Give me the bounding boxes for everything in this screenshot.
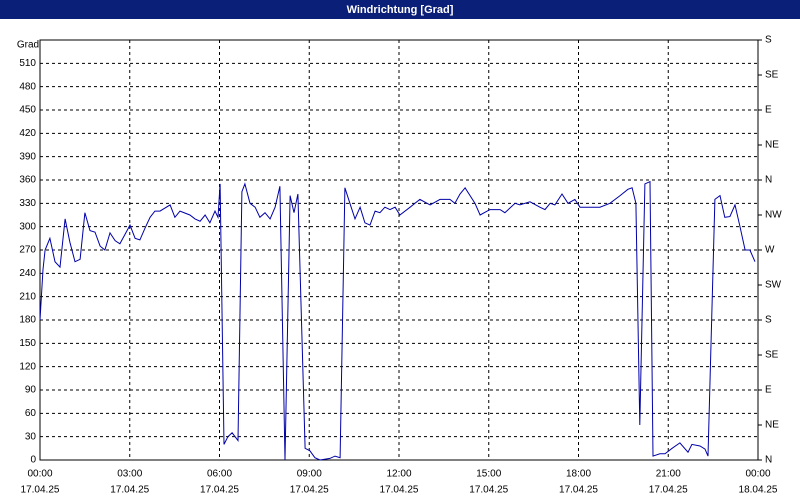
- y-axis-label: Grad: [17, 40, 39, 51]
- y-tick-label: 0: [30, 455, 36, 466]
- y2-tick-label: SE: [765, 70, 779, 81]
- y-tick-label: 510: [19, 58, 36, 69]
- y-tick-label: 360: [19, 175, 36, 186]
- x-tick-label: 06:00: [207, 469, 232, 480]
- y2-tick-label: E: [765, 105, 772, 116]
- x-tick-label: 00:00: [27, 469, 52, 480]
- y-tick-label: 480: [19, 81, 36, 92]
- x-tick-date: 17.04.25: [649, 485, 688, 496]
- y2-tick-label: S: [765, 315, 772, 326]
- y2-tick-label: W: [765, 245, 775, 256]
- x-tick-label: 09:00: [297, 469, 322, 480]
- y2-tick-label: SW: [765, 280, 782, 291]
- y-tick-label: 150: [19, 338, 36, 349]
- y-tick-label: 390: [19, 151, 36, 162]
- y-tick-label: 30: [25, 431, 37, 442]
- y-tick-label: 180: [19, 315, 36, 326]
- y2-tick-label: NE: [765, 140, 779, 151]
- x-tick-date: 17.04.25: [380, 485, 419, 496]
- y-tick-label: 210: [19, 291, 36, 302]
- x-tick-label: 03:00: [117, 469, 142, 480]
- x-tick-date: 18.04.25: [739, 485, 778, 496]
- x-tick-date: 17.04.25: [469, 485, 508, 496]
- y-tick-label: 90: [25, 385, 37, 396]
- y-tick-label: 450: [19, 105, 36, 116]
- y2-tick-label: E: [765, 385, 772, 396]
- y2-tick-label: S: [765, 35, 772, 46]
- x-tick-label: 18:00: [566, 469, 591, 480]
- x-tick-date: 17.04.25: [21, 485, 60, 496]
- x-tick-date: 17.04.25: [110, 485, 149, 496]
- x-tick-date: 17.04.25: [200, 485, 239, 496]
- y-tick-label: 240: [19, 268, 36, 279]
- x-tick-date: 17.04.25: [290, 485, 329, 496]
- y-tick-label: 60: [25, 408, 37, 419]
- y2-tick-label: NE: [765, 420, 779, 431]
- y-tick-label: 420: [19, 128, 36, 139]
- x-tick-label: 15:00: [476, 469, 501, 480]
- y2-tick-label: NW: [765, 210, 782, 221]
- x-tick-label: 12:00: [386, 469, 411, 480]
- y2-tick-label: N: [765, 455, 772, 466]
- y-tick-label: 120: [19, 361, 36, 372]
- x-tick-date: 17.04.25: [559, 485, 598, 496]
- y-tick-label: 330: [19, 198, 36, 209]
- y-tick-label: 300: [19, 221, 36, 232]
- x-tick-label: 21:00: [656, 469, 681, 480]
- x-tick-label: 00:00: [745, 469, 770, 480]
- data-line: [39, 180, 756, 461]
- y-tick-label: 270: [19, 245, 36, 256]
- chart-title: Windrichtung [Grad]: [347, 4, 454, 16]
- y2-tick-label: SE: [765, 350, 779, 361]
- title-bar: [0, 0, 800, 19]
- y2-tick-label: N: [765, 175, 772, 186]
